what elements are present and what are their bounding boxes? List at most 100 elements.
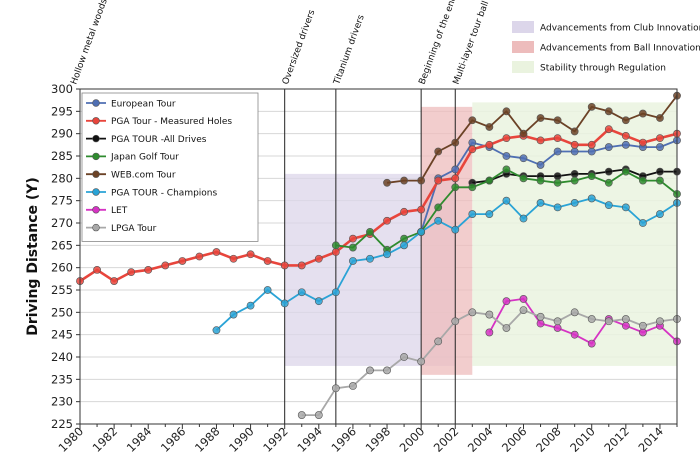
data-point bbox=[656, 143, 664, 151]
y-tick-label: 260 bbox=[51, 261, 73, 275]
data-point bbox=[349, 234, 357, 243]
data-point bbox=[434, 216, 443, 225]
data-point bbox=[638, 138, 647, 147]
data-point bbox=[297, 261, 306, 270]
data-point bbox=[621, 203, 630, 212]
data-point bbox=[604, 178, 613, 187]
legend-swatch-marker bbox=[92, 152, 100, 161]
data-point bbox=[451, 317, 460, 326]
legend-label: LET bbox=[111, 206, 128, 216]
data-point bbox=[383, 178, 391, 187]
data-point bbox=[195, 252, 204, 261]
annotations-layer: Hollow metal woods Oversized drivers Titan… bbox=[69, 0, 508, 87]
data-point bbox=[638, 219, 647, 227]
data-point bbox=[621, 131, 630, 140]
data-point bbox=[519, 129, 528, 138]
y-tick-label: 290 bbox=[51, 127, 73, 141]
data-point bbox=[229, 254, 238, 263]
data-point bbox=[553, 172, 562, 180]
data-point bbox=[485, 123, 494, 131]
legend-swatch-marker bbox=[92, 99, 100, 107]
data-point bbox=[383, 216, 391, 225]
legend-swatch-marker bbox=[92, 117, 100, 125]
data-point bbox=[570, 169, 579, 178]
data-point bbox=[263, 257, 272, 265]
x-tick-label: 2006 bbox=[499, 424, 530, 455]
series-line bbox=[420, 139, 678, 233]
data-point bbox=[553, 116, 562, 125]
annotation-label: Oversized drivers bbox=[281, 8, 317, 86]
data-point bbox=[400, 207, 408, 216]
data-point bbox=[656, 134, 664, 143]
data-point bbox=[451, 174, 460, 183]
data-point bbox=[400, 241, 408, 250]
data-point bbox=[621, 315, 630, 323]
y-axis-label: Driving Distance (Y) bbox=[25, 177, 41, 336]
data-point bbox=[656, 176, 664, 185]
data-point bbox=[331, 241, 340, 250]
data-point bbox=[638, 109, 647, 118]
data-point bbox=[570, 127, 579, 136]
legend-swatch-marker bbox=[92, 223, 100, 232]
x-tick-label: 1986 bbox=[158, 424, 189, 455]
legend-label: PGA TOUR - Champions bbox=[111, 188, 218, 198]
data-point bbox=[331, 384, 340, 393]
data-point bbox=[485, 328, 494, 337]
data-point bbox=[451, 165, 460, 174]
data-point bbox=[604, 201, 613, 210]
data-point bbox=[553, 147, 562, 156]
legend-swatch-marker bbox=[92, 188, 100, 196]
annotation-label: Hollow metal woods bbox=[69, 0, 109, 86]
y-tick-label: 300 bbox=[51, 82, 73, 96]
y-tick-label: 225 bbox=[51, 417, 73, 431]
data-point bbox=[502, 324, 511, 332]
data-point bbox=[93, 265, 101, 274]
data-point bbox=[485, 310, 494, 319]
data-point bbox=[519, 306, 528, 314]
data-point bbox=[553, 317, 562, 326]
data-point bbox=[604, 143, 613, 151]
data-point bbox=[638, 321, 647, 330]
data-point bbox=[536, 161, 545, 169]
x-tick-label: 2000 bbox=[397, 424, 428, 455]
data-point bbox=[110, 277, 119, 285]
data-point bbox=[400, 176, 408, 185]
data-point bbox=[553, 324, 562, 332]
data-point bbox=[451, 138, 460, 147]
series-lpga-tour bbox=[297, 306, 681, 419]
data-point bbox=[587, 147, 596, 156]
data-point bbox=[570, 147, 579, 156]
data-point bbox=[621, 140, 630, 149]
legend-label: LPGA Tour bbox=[111, 224, 157, 234]
data-point bbox=[519, 295, 528, 303]
data-point bbox=[570, 330, 579, 339]
data-point bbox=[331, 248, 340, 256]
data-point bbox=[536, 114, 545, 122]
plot-border bbox=[79, 88, 678, 425]
y-tick-label: 280 bbox=[51, 171, 73, 185]
data-point bbox=[587, 172, 596, 180]
data-point bbox=[383, 250, 391, 259]
y-tick-label: 250 bbox=[51, 305, 73, 319]
data-point bbox=[485, 176, 494, 185]
data-point bbox=[468, 116, 477, 125]
region-legend-label: Advancements from Ball Innovations bbox=[540, 44, 700, 54]
data-point bbox=[400, 234, 408, 243]
data-point bbox=[366, 228, 374, 236]
data-point bbox=[621, 321, 630, 330]
data-point bbox=[127, 268, 136, 277]
x-tick-label: 1988 bbox=[192, 424, 223, 455]
data-point bbox=[144, 265, 153, 274]
data-point bbox=[536, 176, 545, 185]
data-point bbox=[570, 176, 579, 185]
data-point bbox=[587, 102, 596, 111]
data-point bbox=[468, 138, 477, 147]
y-tick-label: 240 bbox=[51, 350, 73, 364]
x-tick-label: 2004 bbox=[465, 424, 496, 455]
data-point bbox=[297, 411, 306, 419]
x-tick-label: 1996 bbox=[328, 424, 359, 455]
x-tick-label: 1982 bbox=[90, 424, 121, 455]
data-point bbox=[604, 167, 613, 176]
data-point bbox=[638, 328, 647, 337]
legend-swatch-marker bbox=[92, 206, 100, 214]
